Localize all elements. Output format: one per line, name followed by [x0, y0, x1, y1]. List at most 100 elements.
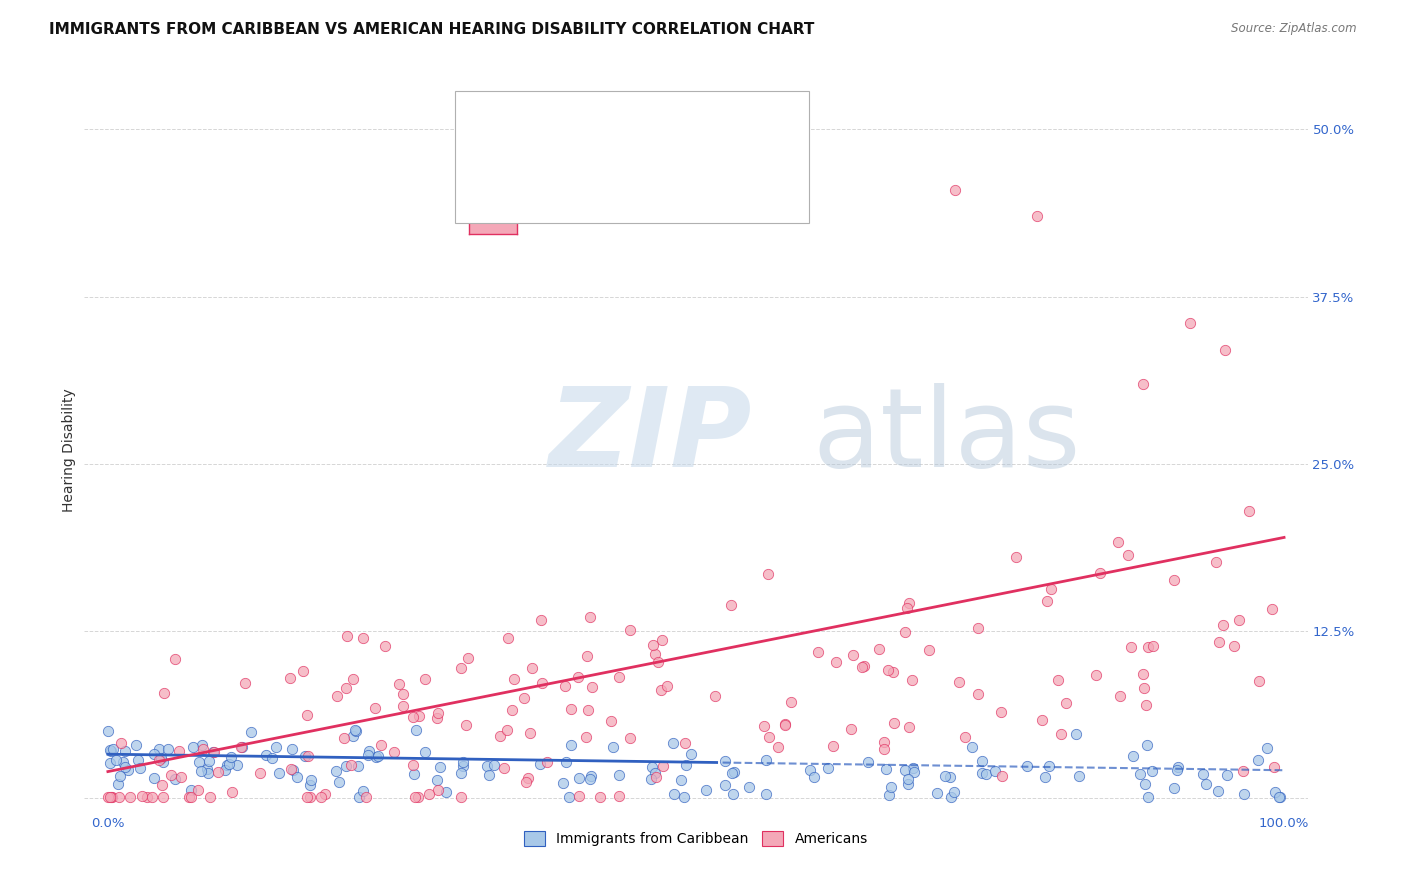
Point: [851, 659, 873, 673]
Text: atlas: atlas: [813, 383, 1081, 490]
Point: [408, 709, 430, 723]
Point: [97, 724, 120, 739]
Point: [799, 763, 821, 777]
Point: [942, 784, 965, 798]
Point: [262, 751, 284, 765]
Point: [1166, 763, 1188, 777]
Point: [581, 769, 603, 783]
Point: [187, 782, 209, 797]
Point: [495, 723, 517, 738]
Point: [560, 702, 582, 716]
Point: [1136, 738, 1159, 752]
Point: [141, 790, 163, 805]
Point: [647, 655, 669, 669]
Point: [364, 750, 387, 764]
Point: [114, 760, 136, 774]
Point: [107, 777, 129, 791]
Point: [451, 758, 474, 772]
Point: [1137, 640, 1160, 654]
Point: [1088, 566, 1111, 580]
Point: [554, 679, 576, 693]
Point: [1137, 790, 1160, 805]
Legend: Immigrants from Caribbean, Americans: Immigrants from Caribbean, Americans: [519, 826, 873, 852]
Point: [225, 758, 247, 772]
Point: [960, 740, 983, 755]
Point: [655, 679, 678, 693]
Point: [402, 757, 425, 772]
Point: [344, 724, 367, 739]
Point: [1222, 639, 1244, 653]
Point: [143, 747, 166, 761]
Point: [773, 718, 796, 732]
Point: [720, 598, 742, 612]
Point: [152, 756, 174, 770]
Y-axis label: Hearing Disability: Hearing Disability: [62, 389, 76, 512]
Point: [498, 631, 520, 645]
Point: [1085, 668, 1108, 682]
Point: [165, 772, 187, 787]
Point: [852, 659, 875, 673]
Point: [207, 765, 229, 780]
Point: [434, 785, 457, 799]
Point: [560, 739, 582, 753]
Point: [218, 757, 240, 772]
Point: [512, 690, 534, 705]
Point: [567, 771, 589, 785]
Point: [354, 790, 377, 805]
Point: [581, 680, 603, 694]
Point: [413, 745, 436, 759]
Point: [249, 765, 271, 780]
Point: [883, 715, 905, 730]
Point: [314, 787, 336, 801]
Point: [1256, 741, 1278, 756]
Point: [408, 790, 430, 805]
Point: [530, 613, 553, 627]
Point: [974, 767, 997, 781]
Point: [679, 747, 702, 761]
Point: [364, 701, 387, 715]
Point: [530, 676, 553, 690]
Point: [170, 770, 193, 784]
Point: [278, 672, 301, 686]
Point: [415, 673, 437, 687]
Point: [1135, 698, 1157, 713]
Point: [536, 755, 558, 769]
Point: [1031, 713, 1053, 727]
Point: [1039, 582, 1062, 597]
Point: [100, 756, 122, 770]
Point: [1050, 727, 1073, 741]
Point: [841, 723, 863, 737]
Point: [607, 768, 630, 782]
Point: [299, 772, 322, 787]
Point: [101, 790, 124, 805]
Point: [426, 711, 449, 725]
Point: [967, 687, 990, 701]
Point: [475, 759, 498, 773]
Point: [1270, 790, 1292, 805]
Point: [877, 664, 900, 678]
Point: [896, 601, 918, 615]
Point: [723, 787, 745, 801]
Point: [180, 790, 202, 805]
Point: [333, 731, 356, 745]
Point: [1213, 343, 1236, 358]
Point: [359, 744, 381, 758]
Point: [153, 686, 176, 700]
Point: [877, 788, 900, 802]
Point: [662, 787, 685, 801]
Point: [943, 182, 966, 196]
Point: [807, 645, 830, 659]
Point: [405, 723, 427, 738]
Point: [401, 709, 423, 723]
Point: [335, 681, 357, 695]
Point: [450, 766, 472, 780]
Point: [108, 769, 131, 783]
Point: [501, 703, 523, 717]
Point: [489, 729, 512, 743]
Point: [1107, 535, 1129, 549]
Point: [1064, 727, 1087, 741]
Point: [129, 761, 152, 775]
Point: [214, 764, 236, 778]
Point: [1247, 674, 1270, 689]
Point: [875, 762, 897, 776]
